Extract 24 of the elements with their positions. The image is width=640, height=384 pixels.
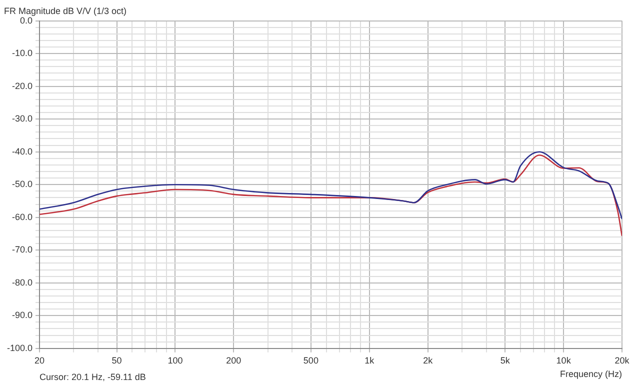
x-tick-label: 20k xyxy=(614,355,630,366)
y-tick-label: -20.0 xyxy=(12,80,33,91)
y-tick-label: 0.0 xyxy=(20,15,33,26)
x-tick-label: 100 xyxy=(168,355,183,366)
x-tick-label: 2k xyxy=(423,355,434,366)
x-tick-label: 200 xyxy=(226,355,242,366)
y-tick-label: -80.0 xyxy=(12,277,33,288)
y-tick-label: -10.0 xyxy=(12,48,33,58)
x-axis-title: Frequency (Hz) xyxy=(560,369,622,380)
y-tick-label: -70.0 xyxy=(12,244,33,255)
x-tick-label: 20 xyxy=(34,355,45,366)
y-tick-label: -50.0 xyxy=(12,179,33,190)
y-tick-label: -100.0 xyxy=(6,342,33,353)
x-tick-label: 1k xyxy=(364,355,375,366)
x-tick-label: 10k xyxy=(556,355,572,366)
chart-title: FR Magnitude dB V/V (1/3 oct) xyxy=(4,6,127,16)
y-tick-label: -90.0 xyxy=(12,310,33,320)
x-tick-label: 50 xyxy=(112,355,122,366)
y-tick-label: -40.0 xyxy=(12,146,33,156)
x-tick-label: 500 xyxy=(303,355,318,366)
x-tick-label: 5k xyxy=(500,355,510,366)
y-tick-label: -30.0 xyxy=(12,114,33,124)
y-tick-label: -60.0 xyxy=(12,212,33,222)
text: Cursor: 20.1 Hz, -59.11 dB xyxy=(40,372,146,382)
